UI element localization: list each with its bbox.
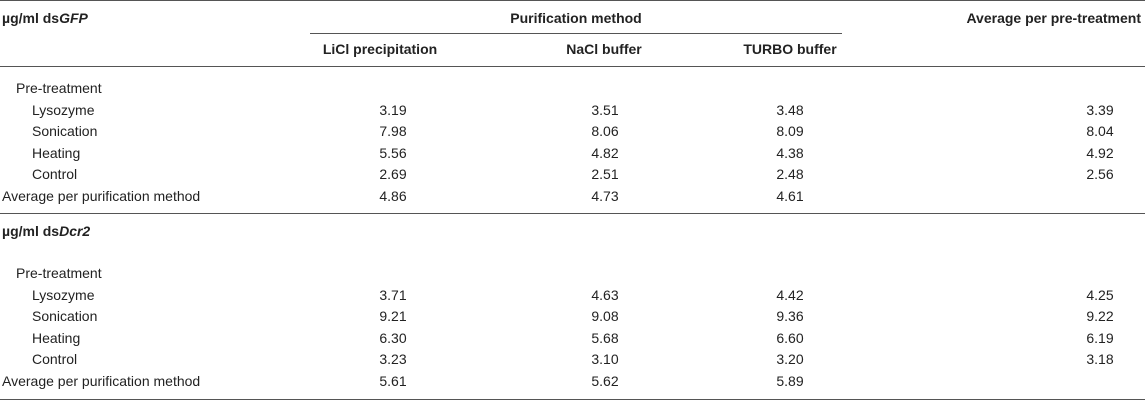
cell: 6.60	[776, 329, 804, 346]
cell: 4.61	[776, 187, 804, 204]
cell: 9.08	[591, 308, 619, 324]
cell: 5.89	[776, 372, 804, 389]
column-header: NaCl buffer	[566, 41, 642, 57]
cell: 3.48	[776, 101, 804, 118]
row-label: Heating	[32, 329, 81, 346]
cell: 8.09	[776, 123, 804, 139]
section-title: µg/ml dsGFP	[2, 9, 88, 27]
title-gene: Dcr2	[59, 223, 91, 239]
cell: 2.56	[1086, 166, 1114, 182]
group-label: Pre-treatment	[16, 80, 102, 96]
cell: 3.51	[591, 101, 619, 118]
column-header: TURBO buffer	[743, 41, 837, 57]
cell: 3.39	[1086, 101, 1114, 118]
cell: 2.48	[776, 166, 804, 182]
column-header: LiCl precipitation	[322, 41, 438, 57]
cell: 6.30	[379, 329, 407, 346]
row-label: Sonication	[32, 123, 98, 139]
rule	[310, 33, 842, 34]
group-label: Pre-treatment	[16, 265, 102, 281]
cell: 6.19	[1086, 329, 1114, 346]
cell: 3.71	[379, 286, 407, 303]
rule	[0, 0, 1145, 1]
row-label: Heating	[32, 144, 81, 161]
cell: 9.36	[776, 308, 804, 324]
group-header: Purification method	[510, 10, 642, 26]
title-gene: GFP	[59, 10, 88, 26]
cell: 4.38	[776, 144, 804, 161]
row-label: Lysozyme	[32, 286, 95, 303]
cell: 2.51	[591, 166, 619, 182]
cell: 4.63	[591, 286, 619, 303]
cell: 2.69	[379, 166, 407, 182]
cell: 8.06	[591, 123, 619, 139]
cell: 9.21	[379, 308, 407, 324]
cell: 4.25	[1086, 286, 1114, 303]
cell: 9.22	[1086, 308, 1114, 324]
cell: 4.82	[591, 144, 619, 161]
cell: 4.73	[591, 187, 619, 204]
cell: 3.23	[379, 351, 407, 367]
rule	[0, 213, 1145, 214]
cell: 4.42	[776, 286, 804, 303]
cell: 7.98	[379, 123, 407, 139]
cell: 3.19	[379, 101, 407, 118]
cell: 3.20	[776, 351, 804, 367]
cell: 5.61	[379, 372, 407, 389]
cell: 4.92	[1086, 144, 1114, 161]
section-title: µg/ml dsDcr2	[2, 222, 90, 240]
cell: 4.86	[379, 187, 407, 204]
row-label: Lysozyme	[32, 101, 95, 118]
cell: 5.62	[591, 372, 619, 389]
cell: 5.68	[591, 329, 619, 346]
column-header: Average per pre-treatment	[966, 10, 1141, 26]
row-label: Control	[32, 166, 78, 182]
cell: 5.56	[379, 144, 407, 161]
row-label: Average per purification method	[2, 187, 201, 204]
row-label: Average per purification method	[2, 372, 201, 389]
cell: 3.18	[1086, 351, 1114, 367]
row-label: Sonication	[32, 308, 98, 324]
title-prefix: µg/ml ds	[2, 10, 60, 26]
cell: 8.04	[1086, 123, 1114, 139]
row-label: Control	[32, 351, 78, 367]
cell: 3.10	[591, 351, 619, 367]
rule	[0, 66, 1145, 67]
title-prefix: µg/ml ds	[2, 223, 60, 239]
